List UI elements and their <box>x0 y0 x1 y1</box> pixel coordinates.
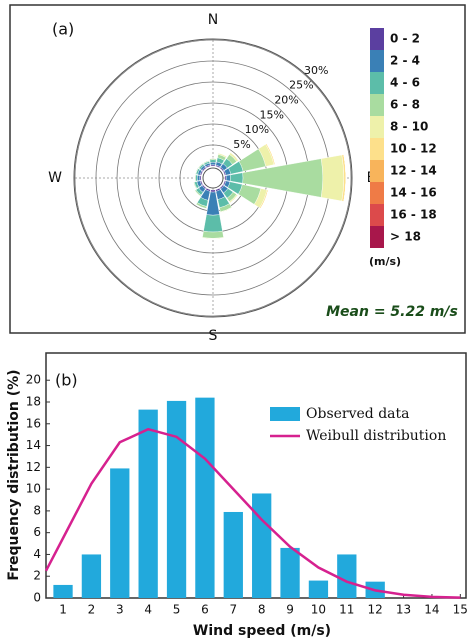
y-tick-label: 20 <box>26 373 41 387</box>
x-tick-label: 12 <box>368 603 383 617</box>
r-tick-label: 20% <box>274 93 298 106</box>
rose-segment <box>202 237 224 240</box>
x-axis-label: Wind speed (m/s) <box>193 623 331 639</box>
bar <box>195 397 215 598</box>
x-tick-label: 7 <box>229 603 237 617</box>
legend-label: 10 - 12 <box>390 142 437 156</box>
calm-center <box>202 167 224 189</box>
y-tick-label: 6 <box>33 525 41 539</box>
y-tick-label: 0 <box>33 591 41 605</box>
rose-segment <box>195 204 207 210</box>
x-tick-label: 6 <box>201 603 209 617</box>
grid-ring <box>74 39 352 317</box>
bar <box>308 580 329 598</box>
direction-label: W <box>48 170 62 186</box>
legend-swatch <box>370 116 384 138</box>
legend-label: 14 - 16 <box>390 186 437 200</box>
legend-swatch <box>370 50 384 72</box>
x-tick-label: 8 <box>258 603 266 617</box>
line <box>44 427 461 599</box>
rose-segment <box>229 172 244 184</box>
bar <box>53 584 73 598</box>
y-axis-label: Frequency distribution (%) <box>6 369 22 580</box>
legend-swatch <box>370 28 384 50</box>
y-tick-label: 14 <box>26 438 41 452</box>
rose-segment <box>203 214 223 233</box>
y-tick-label: 18 <box>26 395 41 409</box>
legend-swatch <box>370 204 384 226</box>
rose-segment <box>197 174 201 182</box>
rose-segment <box>203 159 210 163</box>
direction-label: N <box>208 12 218 28</box>
legend-label: 4 - 6 <box>390 76 420 90</box>
rose-segment <box>320 154 344 202</box>
x-tick-label: 14 <box>424 603 439 617</box>
panel-label: (b) <box>55 371 78 390</box>
legend-label: Observed data <box>306 406 410 422</box>
bar <box>166 400 187 598</box>
rose-boundary <box>73 38 353 318</box>
legend-label: 12 - 14 <box>390 164 437 178</box>
x-tick-label: 10 <box>311 603 326 617</box>
legend-swatch <box>270 407 300 421</box>
x-tick-label: 5 <box>173 603 181 617</box>
rose-segment <box>194 168 198 175</box>
x-tick-label: 3 <box>116 603 124 617</box>
x-tick-label: 4 <box>144 603 152 617</box>
rose-segment <box>197 162 203 168</box>
legend-swatch <box>370 160 384 182</box>
legend-swatch <box>370 94 384 116</box>
y-tick-label: 16 <box>26 416 41 430</box>
rose-segment <box>225 174 231 182</box>
y-tick-label: 12 <box>26 460 41 474</box>
r-tick-label: 5% <box>233 138 250 151</box>
bar <box>252 493 272 598</box>
legend-title: (m/s) <box>369 255 401 268</box>
x-tick-label: 1 <box>59 603 67 617</box>
bar <box>110 468 130 598</box>
legend-swatch <box>370 226 384 248</box>
legend-label: > 18 <box>390 230 421 244</box>
x-tick-label: 11 <box>339 603 354 617</box>
legend-label: 8 - 10 <box>390 120 428 134</box>
legend-label: 2 - 4 <box>390 54 420 68</box>
mean-annotation: Mean = 5.22 m/s <box>326 304 458 320</box>
x-tick-label: 9 <box>286 603 294 617</box>
direction-label: S <box>209 328 218 344</box>
y-tick-label: 10 <box>26 482 41 496</box>
legend-swatch <box>370 138 384 160</box>
panel-a-frame <box>9 4 466 334</box>
r-tick-label: 10% <box>245 123 269 136</box>
y-tick-label: 4 <box>33 547 41 561</box>
r-tick-label: 30% <box>304 64 328 77</box>
x-tick-label: 2 <box>88 603 96 617</box>
bar <box>337 554 357 598</box>
bar <box>138 409 158 598</box>
x-tick-label: 15 <box>453 603 468 617</box>
bar <box>81 554 102 598</box>
rose-segment <box>192 182 196 190</box>
rose-segment <box>218 152 228 157</box>
y-tick-label: 8 <box>33 503 41 517</box>
rose-segment <box>209 159 217 163</box>
bar <box>223 511 243 598</box>
legend-label: 6 - 8 <box>390 98 420 112</box>
legend-swatch <box>370 72 384 94</box>
rose-segment <box>266 143 276 165</box>
rose-segment <box>202 230 224 239</box>
panel-label: (a) <box>52 20 74 39</box>
x-tick-label: 13 <box>396 603 411 617</box>
y-tick-label: 2 <box>33 569 41 583</box>
rose-segment <box>260 190 269 209</box>
r-tick-label: 25% <box>289 79 313 92</box>
legend-label: Weibull distribution <box>306 428 446 444</box>
rose-segment <box>209 162 217 166</box>
rose-segment <box>210 189 216 193</box>
r-tick-label: 15% <box>259 108 283 121</box>
legend-label: 0 - 2 <box>390 32 420 46</box>
legend-label: 16 - 18 <box>390 208 437 222</box>
legend-swatch <box>370 182 384 204</box>
bar <box>280 547 300 598</box>
